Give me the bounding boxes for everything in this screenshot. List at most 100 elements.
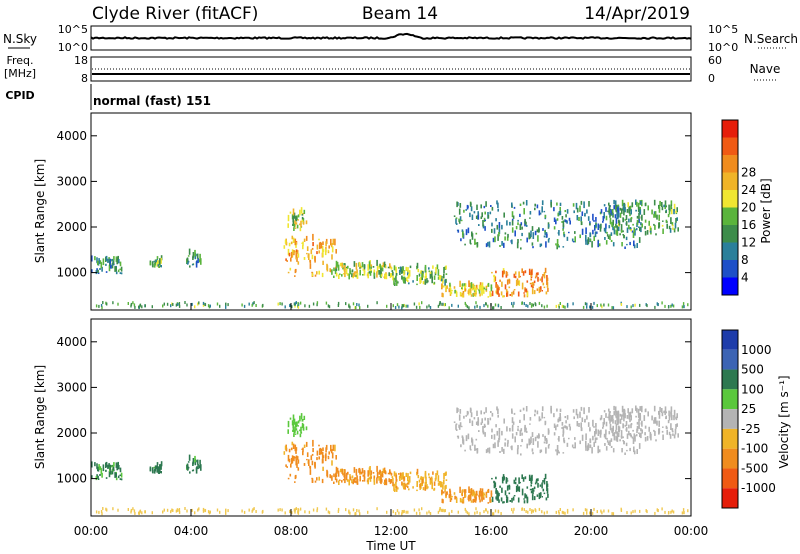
echo-cell bbox=[607, 441, 610, 445]
echo-cell bbox=[578, 217, 580, 221]
echo-cell bbox=[314, 256, 316, 263]
echo-cell bbox=[481, 488, 484, 495]
echo-cell bbox=[575, 202, 578, 210]
echo-cell bbox=[327, 457, 330, 460]
echo-cell bbox=[538, 416, 541, 422]
echo-cell bbox=[609, 440, 611, 446]
echo-cell bbox=[305, 426, 308, 431]
echo-cell bbox=[592, 229, 594, 235]
echo-cell bbox=[638, 226, 640, 228]
echo-cell bbox=[292, 215, 294, 223]
echo-cell bbox=[293, 429, 296, 434]
echo-cell bbox=[536, 288, 539, 291]
echo-cell bbox=[380, 472, 382, 477]
echo-cell bbox=[481, 287, 483, 294]
echo-cell bbox=[593, 235, 595, 241]
echo-cell bbox=[519, 419, 521, 423]
echo-cell bbox=[534, 436, 537, 442]
echo-cell bbox=[294, 508, 296, 512]
echo-cell bbox=[355, 480, 357, 484]
echo-cell bbox=[301, 425, 304, 428]
echo-cell bbox=[508, 492, 511, 495]
echo-cell bbox=[328, 305, 331, 309]
echo-cell bbox=[291, 235, 294, 240]
echo-cell bbox=[345, 302, 347, 306]
echo-cell bbox=[398, 475, 401, 479]
y-tick-label: 2000 bbox=[56, 426, 87, 440]
echo-cell bbox=[297, 511, 300, 515]
echo-cell bbox=[424, 275, 427, 282]
echo-cell bbox=[664, 406, 667, 413]
echo-cell bbox=[529, 488, 532, 491]
echo-cell bbox=[485, 494, 487, 497]
echo-cell bbox=[630, 435, 632, 438]
echo-cell bbox=[639, 415, 642, 421]
echo-cell bbox=[466, 305, 469, 309]
echo-cell bbox=[285, 258, 287, 261]
echo-cell bbox=[604, 228, 607, 234]
echo-cell bbox=[585, 433, 587, 440]
echo-cell bbox=[378, 266, 381, 269]
echo-cell bbox=[390, 472, 393, 476]
echo-cell bbox=[475, 493, 477, 499]
echo-cell bbox=[644, 203, 647, 207]
echo-cell bbox=[595, 423, 597, 428]
echo-cell bbox=[543, 305, 546, 309]
echo-cell bbox=[503, 448, 505, 454]
echo-cell bbox=[539, 212, 542, 215]
echo-cell bbox=[133, 509, 136, 513]
echo-cell bbox=[497, 510, 500, 514]
echo-cell bbox=[670, 217, 672, 224]
echo-cell bbox=[489, 211, 492, 215]
echo-cell bbox=[139, 303, 142, 307]
echo-cell bbox=[475, 284, 478, 288]
echo-cell bbox=[408, 476, 411, 483]
echo-cell bbox=[474, 511, 476, 515]
echo-cell bbox=[407, 473, 409, 479]
echo-cell bbox=[376, 507, 378, 511]
echo-cell bbox=[95, 510, 98, 514]
echo-cell bbox=[637, 408, 640, 415]
echo-cell bbox=[664, 200, 667, 207]
echo-cell bbox=[496, 288, 498, 293]
echo-cell bbox=[541, 200, 544, 206]
echo-cell bbox=[503, 270, 505, 274]
echo-cell bbox=[673, 415, 675, 421]
echo-cell bbox=[407, 482, 409, 485]
echo-cell bbox=[532, 438, 535, 445]
echo-cell bbox=[297, 508, 299, 511]
echo-cell bbox=[522, 477, 525, 482]
echo-cell bbox=[546, 233, 548, 238]
echo-cell bbox=[409, 471, 412, 475]
echo-cell bbox=[569, 426, 571, 431]
echo-cell bbox=[553, 217, 556, 222]
echo-cell bbox=[376, 471, 379, 479]
echo-cell bbox=[429, 306, 432, 309]
echo-cell bbox=[473, 285, 476, 291]
echo-cell bbox=[639, 207, 641, 211]
echo-cell bbox=[94, 462, 96, 467]
echo-cell bbox=[373, 271, 375, 277]
echo-cell bbox=[105, 301, 107, 305]
echo-cell bbox=[641, 214, 643, 221]
echo-cell bbox=[432, 471, 434, 475]
echo-cell bbox=[469, 212, 471, 218]
echo-cell bbox=[597, 446, 599, 454]
echo-cell bbox=[629, 205, 632, 212]
echo-cell bbox=[517, 291, 520, 297]
echo-cell bbox=[94, 256, 96, 261]
echo-cell bbox=[337, 507, 340, 511]
echo-cell bbox=[626, 305, 628, 309]
echo-cell bbox=[624, 246, 626, 249]
echo-cell bbox=[506, 274, 509, 276]
echo-cell bbox=[670, 510, 672, 514]
echo-cell bbox=[504, 438, 507, 441]
echo-cell bbox=[520, 247, 522, 250]
echo-cell bbox=[491, 428, 493, 433]
echo-cell bbox=[581, 434, 584, 441]
echo-cell bbox=[614, 410, 617, 413]
echo-cell bbox=[515, 280, 518, 287]
echo-cell bbox=[681, 305, 684, 309]
echo-cell bbox=[608, 412, 611, 415]
echo-cell bbox=[565, 420, 567, 424]
